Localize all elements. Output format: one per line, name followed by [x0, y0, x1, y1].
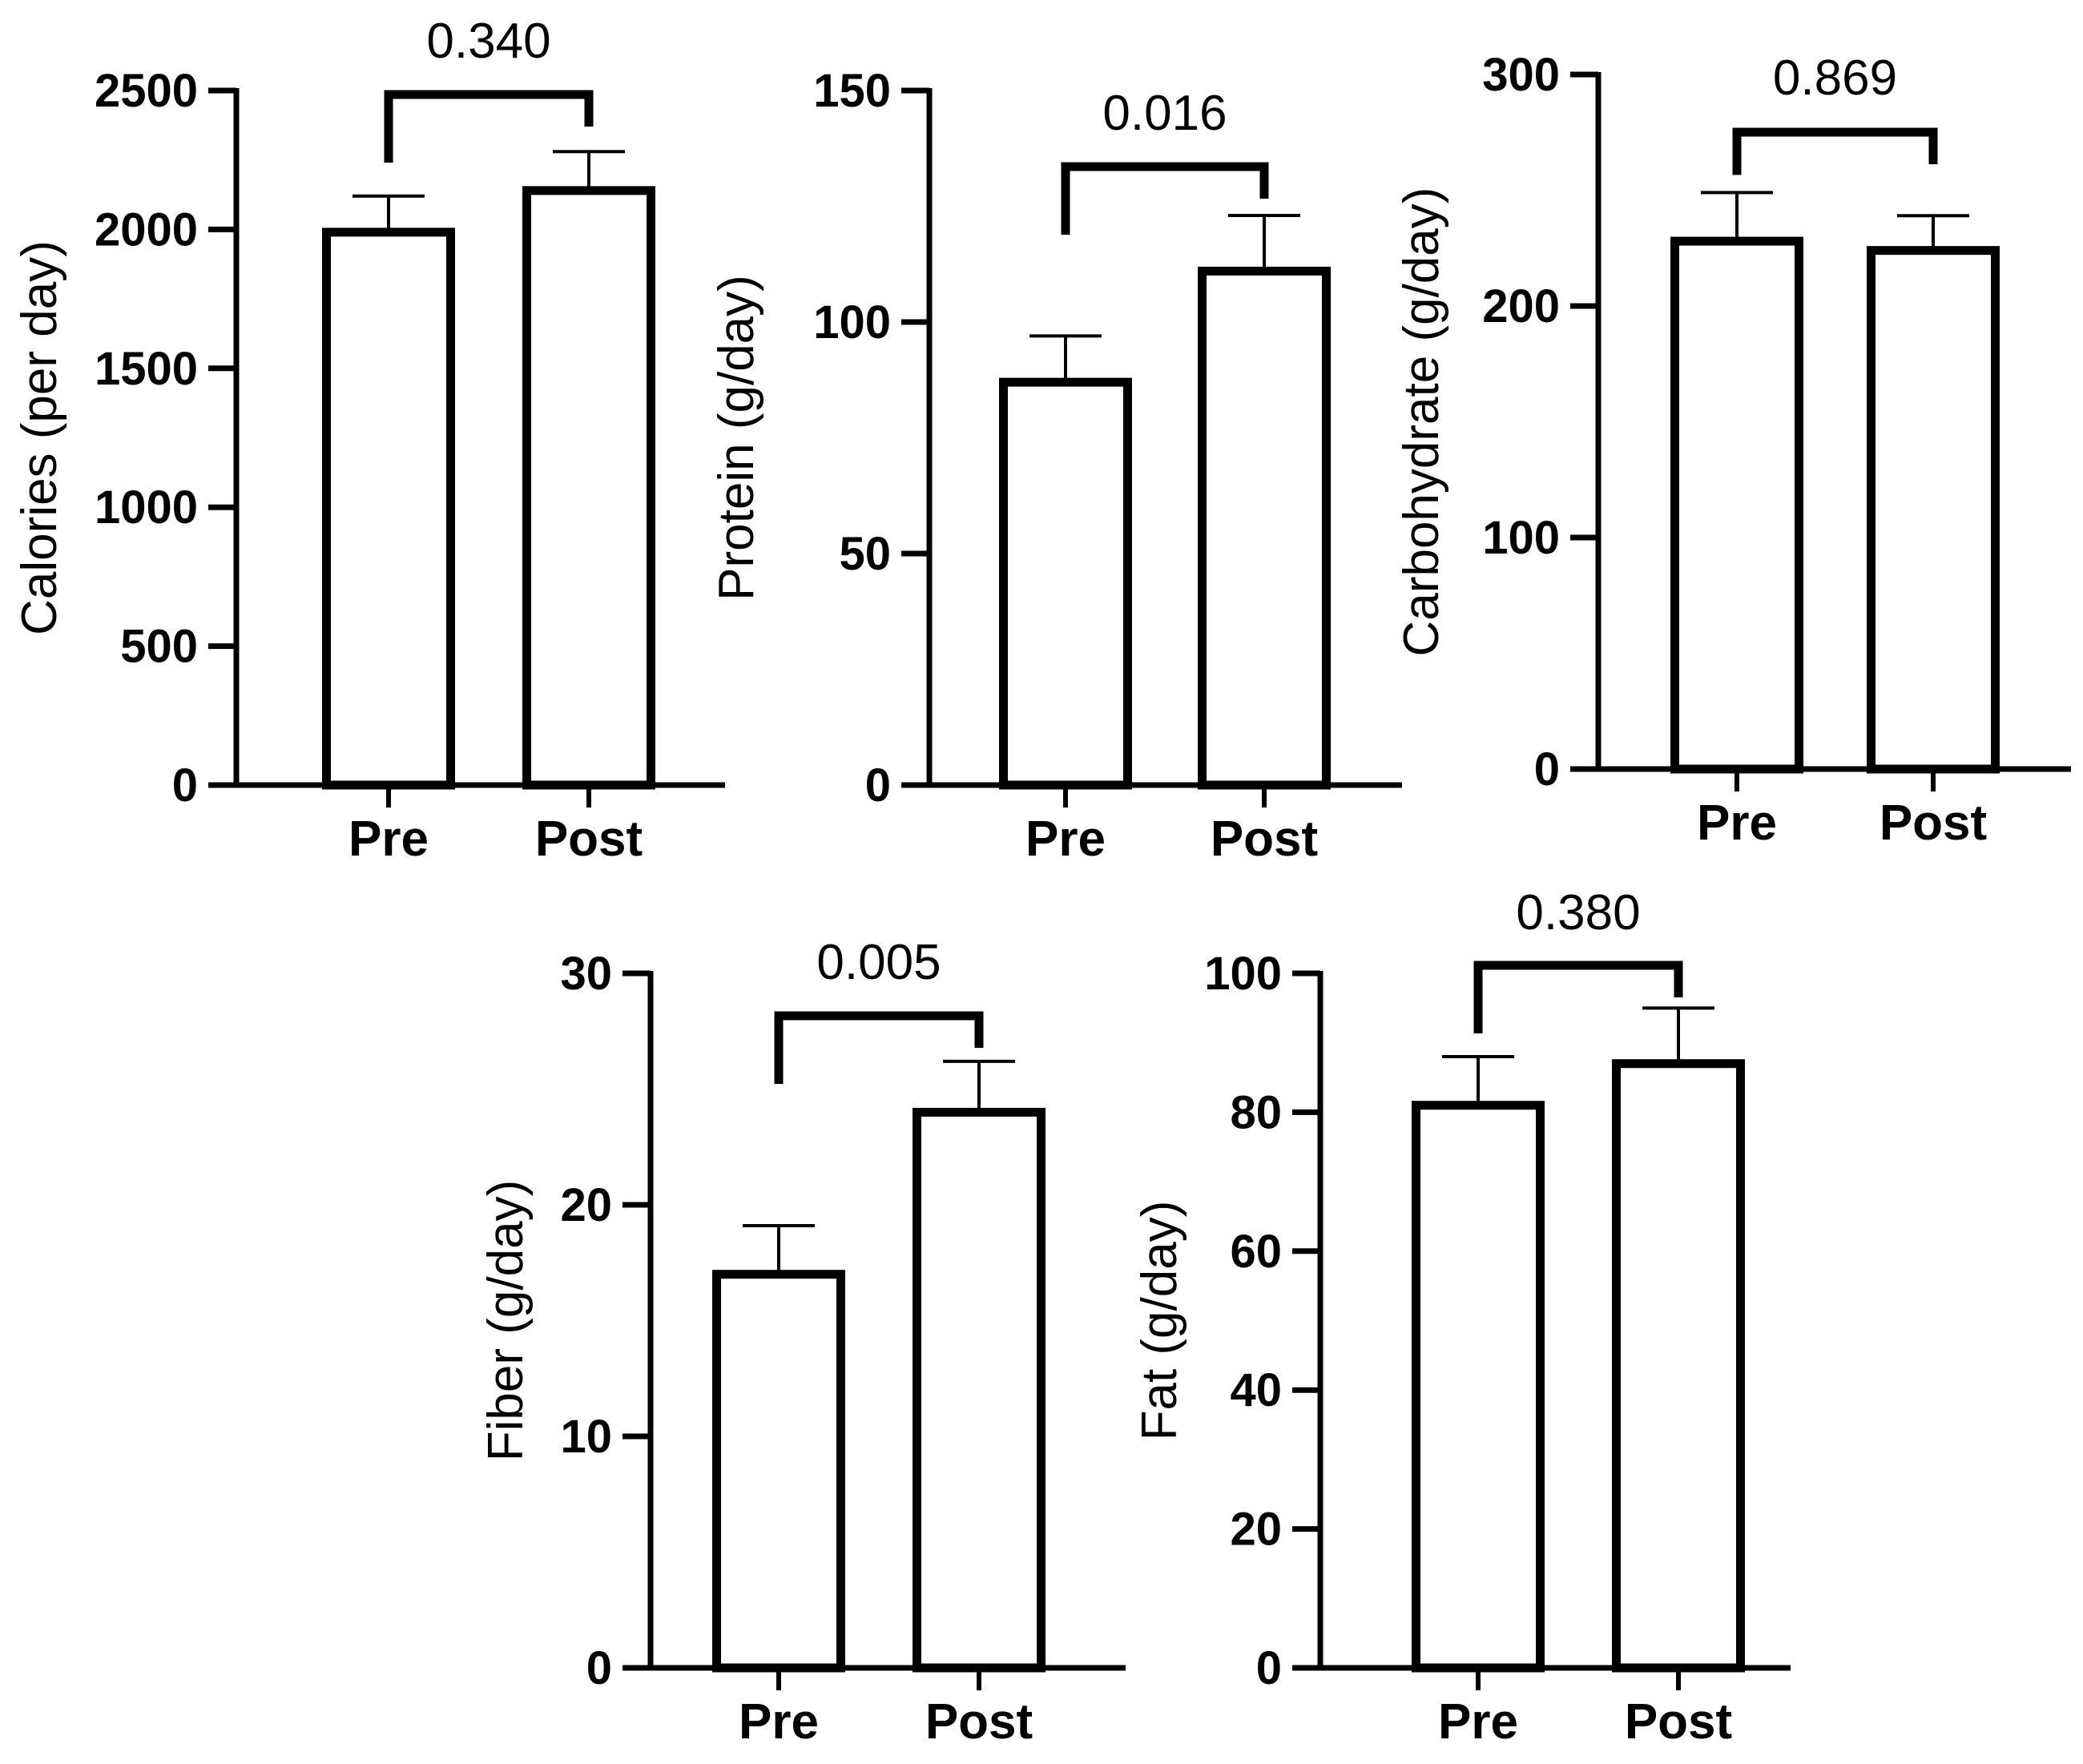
p-value-label: 0.016	[1102, 86, 1227, 141]
y-axis-title: Protein (g/day)	[709, 275, 764, 601]
significance-bracket	[1061, 162, 1269, 235]
panel-2: 0 50 100 150 Pre Post Protein (g/day) 0.016	[709, 65, 1402, 867]
x-tick-label-pre: Pre	[1697, 795, 1777, 851]
y-tick-label: 0	[865, 759, 891, 812]
y-tick-label: 0	[172, 759, 198, 812]
y-tick-label: 500	[120, 621, 198, 673]
y-axis-title: Fat (g/day)	[1132, 1201, 1187, 1441]
x-tick-label-post: Post	[925, 1694, 1033, 1750]
y-tick-label: 150	[813, 65, 891, 117]
y-axis-title: Fiber (g/day)	[478, 1180, 534, 1461]
significance-bracket	[384, 90, 594, 163]
y-axis-title: Calories (per day)	[12, 240, 67, 635]
bar-pre	[322, 228, 455, 790]
panel-1: 0 500 1000 1500 2000 2500 Pre Post Calories (per…	[12, 14, 725, 867]
y-tick-label: 0	[1256, 1642, 1282, 1694]
x-tick-label-post: Post	[1880, 795, 1987, 851]
y-tick-label: 100	[813, 296, 891, 348]
y-tick-label: 1000	[95, 481, 198, 534]
p-value-label: 0.380	[1516, 885, 1640, 940]
bar-post	[1867, 246, 2000, 774]
y-tick-label: 1500	[95, 343, 198, 395]
y-axis-title: Carbohydrate (g/day)	[1394, 187, 1449, 657]
y-tick-label: 0	[1534, 743, 1560, 795]
bar-pre	[1412, 1101, 1545, 1673]
significance-bracket	[1732, 127, 1938, 175]
bar-post	[913, 1107, 1046, 1673]
y-tick-label: 200	[1482, 280, 1560, 332]
x-tick-label-post: Post	[535, 812, 643, 867]
significance-bracket	[774, 1011, 984, 1084]
p-value-label: 0.005	[816, 935, 941, 990]
significance-bracket	[1473, 961, 1683, 1033]
y-tick-label: 100	[1204, 948, 1282, 1000]
y-tick-label: 30	[560, 948, 612, 1000]
bar-pre	[712, 1270, 845, 1673]
bar-pre	[999, 377, 1132, 790]
y-tick-label: 2000	[95, 203, 198, 256]
panel-3: 0 100 200 300 Pre Post Carbohydrate (g/day) 0.8…	[1394, 49, 2071, 851]
y-tick-label: 300	[1482, 49, 1560, 101]
panel-4: 0 10 20 30 Pre Post Fiber (g/day) 0.005	[478, 935, 1126, 1750]
p-value-label: 0.869	[1773, 50, 1897, 106]
x-tick-label-pre: Pre	[349, 812, 429, 867]
bar-pre	[1670, 236, 1803, 774]
x-tick-label-post: Post	[1625, 1694, 1732, 1750]
x-tick-label-pre: Pre	[1025, 812, 1106, 867]
x-tick-label-post: Post	[1211, 812, 1318, 867]
y-tick-label: 10	[560, 1411, 612, 1463]
y-tick-label: 50	[839, 528, 891, 580]
bar-post	[1612, 1059, 1745, 1673]
panel-5: 0 20 40 60 80 100 Pre Post Fat (g/day) 0.380	[1132, 885, 1791, 1750]
bar-post	[522, 186, 655, 790]
bar-post	[1198, 266, 1331, 790]
y-tick-label: 20	[1230, 1504, 1282, 1556]
y-tick-label: 40	[1230, 1364, 1282, 1416]
x-tick-label-pre: Pre	[739, 1694, 819, 1750]
y-tick-label: 0	[586, 1642, 612, 1694]
p-value-label: 0.340	[426, 14, 550, 69]
y-tick-label: 80	[1230, 1086, 1282, 1138]
y-tick-label: 20	[560, 1179, 612, 1231]
y-tick-label: 2500	[95, 65, 198, 117]
x-tick-label-pre: Pre	[1438, 1694, 1518, 1750]
y-tick-label: 100	[1482, 512, 1560, 564]
y-tick-label: 60	[1230, 1226, 1282, 1278]
